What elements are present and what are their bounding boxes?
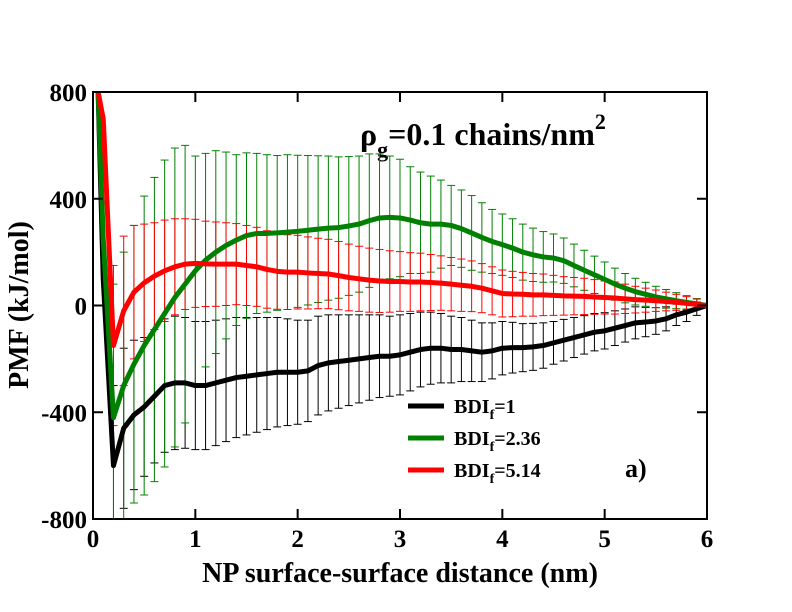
legend-part: =5.14 <box>494 460 540 482</box>
legend-part: f <box>490 440 495 455</box>
y-tick-label: -400 <box>41 400 87 427</box>
legend-label: BDIf=5.14 <box>454 460 541 487</box>
legend-part: BDI <box>454 460 490 482</box>
x-tick-label: 5 <box>598 526 611 553</box>
series-line <box>95 92 707 421</box>
legend-part: BDI <box>454 396 490 418</box>
series-line <box>95 92 707 349</box>
legend-part: =1 <box>494 396 515 418</box>
x-tick-label: 6 <box>701 526 714 553</box>
x-tick-label: 3 <box>394 526 407 553</box>
x-tick-label: 2 <box>291 526 304 553</box>
legend-label: BDIf=1 <box>454 396 516 423</box>
annotation-part: ρ <box>360 116 377 152</box>
legend-part: BDI <box>454 428 490 450</box>
legend-label: BDIf=2.36 <box>454 428 541 455</box>
y-axis-label: PMF (kJ/mol) <box>4 221 35 389</box>
x-tick-label: 1 <box>189 526 202 553</box>
legend-part: f <box>490 408 495 423</box>
series-line <box>95 92 707 469</box>
legend-part: f <box>490 472 495 487</box>
plot-area <box>95 92 707 519</box>
annotation-part: =0.1 chains/nm <box>388 116 595 152</box>
annotation: a) <box>625 454 647 483</box>
y-tick-label: 400 <box>50 187 88 214</box>
y-tick-label: 800 <box>50 80 88 107</box>
x-axis-label: NP surface-surface distance (nm) <box>202 558 598 589</box>
x-tick-label: 4 <box>496 526 509 553</box>
legend-part: =2.36 <box>494 428 540 450</box>
annotation-part: g <box>377 137 388 162</box>
x-tick-label: 0 <box>87 526 100 553</box>
annotation: ρg=0.1 chains/nm2 <box>360 109 606 162</box>
y-tick-label: 0 <box>75 294 88 321</box>
y-tick-label: -800 <box>41 507 87 534</box>
annotation-part: 2 <box>595 109 606 134</box>
